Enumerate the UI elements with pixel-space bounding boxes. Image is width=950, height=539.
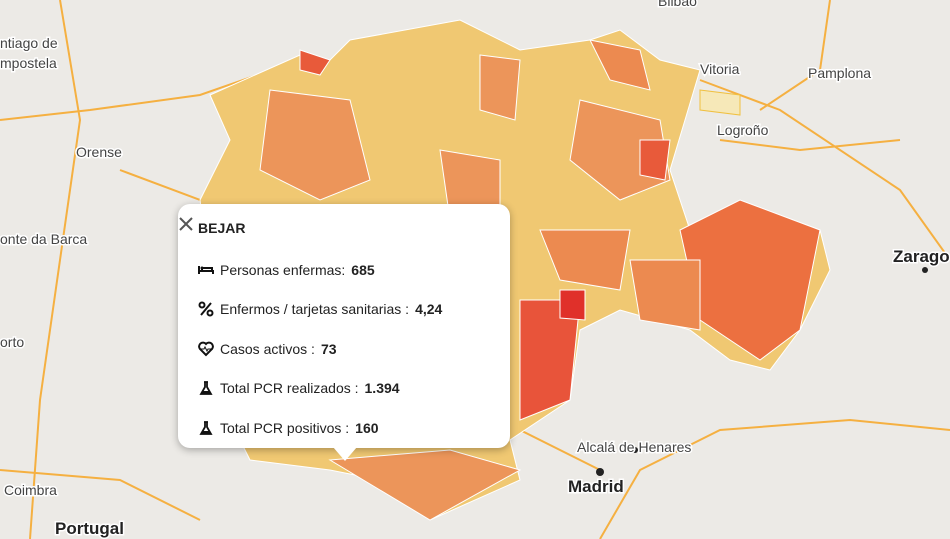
- region-alava: [699, 89, 741, 116]
- row-label: Enfermos / tarjetas sanitarias :: [220, 301, 410, 318]
- place-label: Bilbao: [658, 0, 697, 9]
- district-shading: [259, 39, 821, 521]
- popup-row: Personas enfermas: 685: [198, 250, 490, 290]
- place-label: Portugal: [55, 519, 124, 538]
- row-label: Casos activos :: [220, 340, 315, 357]
- row-icon: [199, 381, 213, 396]
- place-label: orto: [0, 334, 24, 350]
- row-label: Personas enfermas:: [220, 261, 346, 278]
- row-value: 160: [355, 419, 379, 436]
- popup-pointer: [333, 447, 357, 461]
- row-label: Total PCR positivos :: [220, 419, 350, 436]
- city-dots: [596, 267, 928, 476]
- place-label: Vitoria: [700, 61, 740, 77]
- place-label: mpostela: [0, 55, 57, 71]
- row-icon: [198, 341, 214, 357]
- place-label: Zarago: [893, 247, 950, 266]
- close-button[interactable]: [178, 216, 194, 232]
- info-popup: BEJAR Personas enfermas: 685 Enfermos / ta…: [178, 204, 510, 448]
- popup-rows: Personas enfermas: 685 Enfermos / tarjetas…: [198, 250, 490, 448]
- place-label: Pamplona: [808, 65, 871, 81]
- row-icon: [198, 265, 214, 274]
- popup-row: Total PCR realizados : 1.394: [198, 369, 490, 409]
- popup-row: Enfermos / tarjetas sanitarias : 4,24: [198, 290, 490, 330]
- popup-row: Total PCR positivos : 160: [198, 408, 490, 448]
- row-value: 685: [351, 261, 375, 278]
- place-label: Alcalá de Henares: [577, 439, 691, 455]
- row-value: 73: [320, 340, 337, 357]
- popup-title: BEJAR: [198, 220, 246, 236]
- place-label: ntiago de: [0, 35, 58, 51]
- row-value: 4,24: [415, 301, 443, 318]
- place-label: Coimbra: [4, 482, 57, 498]
- place-label: Madrid: [568, 477, 624, 496]
- row-label: Total PCR realizados :: [220, 380, 359, 397]
- place-label: Logroño: [717, 122, 769, 138]
- row-value: 1.394: [364, 380, 400, 397]
- place-label: Orense: [76, 144, 122, 160]
- popup-row: Casos activos : 73: [198, 329, 490, 369]
- row-icon: [199, 420, 213, 435]
- row-icon: [198, 301, 214, 317]
- place-label: onte da Barca: [0, 231, 87, 247]
